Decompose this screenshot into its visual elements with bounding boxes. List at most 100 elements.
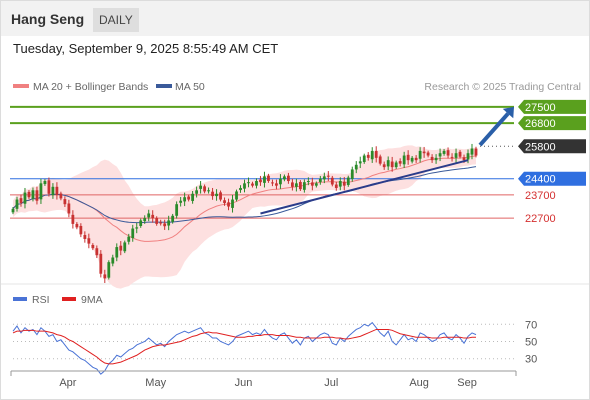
source-credit: Research © 2025 Trading Central	[424, 81, 581, 93]
candle-body	[394, 162, 398, 168]
candle-body	[247, 182, 250, 184]
rsi-panel: 70 50 30 RSI 9MA	[12, 294, 537, 375]
candle-body	[243, 183, 246, 189]
candle-body	[151, 214, 155, 219]
level-tag-25800	[518, 139, 586, 154]
candle-body	[235, 191, 238, 200]
level-tag-24400	[518, 171, 586, 186]
candle-body	[47, 180, 51, 194]
candle-body	[115, 247, 119, 258]
candle-body	[91, 244, 95, 249]
candle-body	[231, 199, 234, 208]
candle-body	[414, 157, 418, 161]
trendline	[260, 159, 469, 215]
candle-body	[171, 215, 175, 222]
candle-body	[350, 169, 354, 179]
candle-body	[23, 192, 27, 204]
candle-body	[442, 150, 446, 154]
candle-body	[287, 175, 290, 182]
period-button[interactable]: DAILY	[93, 8, 139, 32]
level-tag-26800	[518, 116, 586, 131]
candle-body	[55, 186, 59, 195]
candle-body	[314, 183, 318, 186]
candle-body	[434, 157, 438, 161]
candle-body	[310, 182, 314, 186]
instrument-title: Hang Seng	[11, 11, 85, 27]
month-label-sep: Sep	[457, 377, 477, 389]
candle-body	[75, 223, 79, 228]
candle-body	[11, 208, 15, 213]
level-label-25800: 25800	[525, 141, 556, 153]
bollinger-band	[13, 145, 476, 289]
candle-body	[51, 186, 55, 196]
month-label-may: May	[145, 377, 166, 389]
candle-body	[255, 181, 258, 186]
candle-body	[386, 160, 390, 167]
candle-body	[251, 183, 254, 186]
candle-body	[346, 177, 350, 185]
candle-body	[167, 220, 171, 226]
candle-body	[71, 214, 75, 224]
candle-body	[275, 183, 278, 186]
rsi-tick-30: 30	[525, 354, 537, 366]
month-label-apr: Apr	[59, 377, 76, 389]
month-label-jun: Jun	[235, 377, 253, 389]
candle-body	[466, 153, 470, 160]
candle-body	[283, 176, 286, 180]
candle-body	[103, 274, 107, 279]
candle-body	[111, 257, 115, 264]
candle-body	[43, 181, 47, 185]
candle-body	[326, 175, 330, 177]
candle-body	[398, 161, 402, 164]
level-label-23700: 23700	[525, 190, 556, 202]
candle-body	[207, 190, 210, 192]
candle-body	[458, 151, 462, 157]
candle-body	[354, 164, 358, 170]
rsi-legend-label-1: 9MA	[81, 294, 103, 306]
time-axis: Apr May Jun Jul Aug Sep	[10, 370, 517, 389]
candle-body	[378, 156, 382, 164]
candle-body	[19, 198, 23, 204]
candle-body	[99, 253, 103, 274]
candle-body	[31, 190, 35, 199]
candle-body	[454, 153, 458, 158]
candle-body	[107, 262, 111, 278]
level-label-22700: 22700	[525, 213, 556, 225]
candle-body	[294, 183, 298, 187]
candle-body	[358, 161, 362, 164]
candle-body	[155, 218, 159, 224]
candle-body	[163, 223, 167, 227]
ma20-legend-label: MA 20 + Bollinger Bands	[33, 81, 148, 93]
level-label-24400: 24400	[525, 174, 556, 186]
ma50-legend-label: MA 50	[175, 81, 205, 93]
candle-body	[199, 185, 202, 189]
price-panel: 27500 26800 25800 24400 23700 22700	[10, 99, 586, 289]
candle-body	[159, 222, 163, 224]
candle-body	[259, 179, 262, 183]
rsi-legend-swatch-0	[13, 297, 27, 301]
candle-body	[15, 199, 19, 209]
candle-body	[203, 186, 206, 192]
candle-body	[195, 190, 199, 194]
candle-body	[147, 213, 151, 218]
candle-body	[219, 192, 222, 200]
candle-body	[87, 238, 91, 244]
candle-body	[418, 150, 422, 159]
level-label-26800: 26800	[525, 118, 556, 130]
candle-body	[135, 227, 139, 229]
rsi-series-line-0	[12, 321, 477, 375]
ma50-line	[12, 166, 477, 224]
ma50-legend-swatch	[156, 84, 172, 88]
candle-body	[183, 197, 187, 202]
candle-body	[306, 181, 310, 183]
candle-body	[279, 178, 282, 185]
candle-body	[298, 181, 302, 190]
rsi-legend-label-0: RSI	[32, 294, 50, 306]
candle-body	[179, 200, 183, 203]
candle-body	[79, 225, 83, 235]
candle-body	[302, 182, 306, 190]
candle-body	[95, 248, 99, 256]
candle-body	[374, 150, 378, 158]
candle-body	[406, 154, 410, 161]
candle-body	[143, 218, 147, 222]
